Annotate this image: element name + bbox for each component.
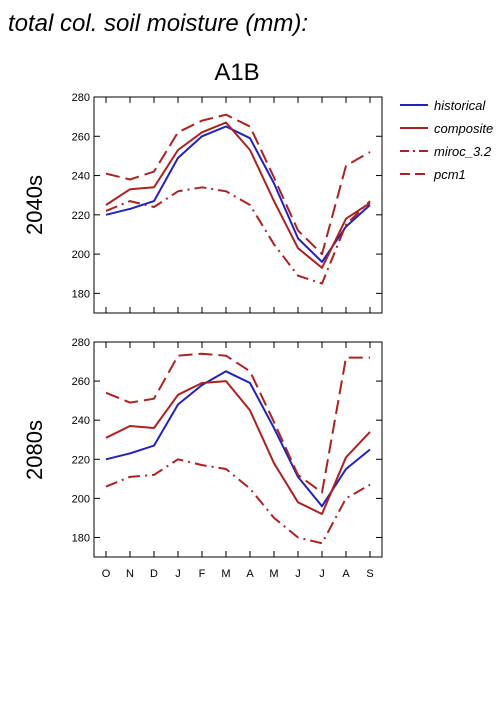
x-tick-label: J — [319, 568, 325, 580]
panel-2040s: 180 200 220 240 260 280 — [72, 92, 383, 314]
x-tick-label: D — [150, 568, 158, 580]
x-tick-label: S — [366, 568, 373, 580]
series-line-miroc-3-2 — [105, 186, 371, 285]
row-label-2080s: 2080s — [22, 420, 47, 480]
x-tick-label: A — [342, 568, 350, 580]
x-tick-label: M — [221, 568, 230, 580]
series-line-miroc-3-2 — [105, 458, 371, 545]
panel-2080s: 180 200 220 240 260 280 — [72, 337, 383, 558]
y-tick-label: 240 — [72, 415, 90, 427]
series-line-pcm1 — [105, 113, 371, 256]
y-tick-label: 200 — [72, 493, 90, 505]
series-line-historical — [105, 125, 371, 263]
plot-frame — [93, 341, 383, 558]
x-tick-label: J — [175, 568, 181, 580]
y-tick-label: 180 — [72, 288, 90, 300]
figure-title: total col. soil moisture (mm): — [8, 10, 308, 37]
x-tick-label: O — [102, 568, 111, 580]
y-tick-label: 200 — [72, 249, 90, 261]
x-tick-label: A — [246, 568, 254, 580]
y-tick-label: 220 — [72, 210, 90, 222]
legend: historical composite miroc_3.2 pcm1 — [400, 98, 493, 182]
y-tick-label: 260 — [72, 376, 90, 388]
legend-label-miroc: miroc_3.2 — [434, 144, 492, 159]
series-line-pcm1 — [105, 352, 370, 494]
y-tick-label: 280 — [72, 337, 90, 349]
series-line-historical — [105, 370, 371, 508]
legend-label-historical: historical — [434, 98, 486, 113]
series-line-composite — [105, 380, 371, 515]
y-tick-label: 220 — [72, 454, 90, 466]
y-tick-label: 180 — [72, 532, 90, 544]
row-label-2040s: 2040s — [22, 175, 47, 235]
legend-label-composite: composite — [434, 121, 493, 136]
x-tick-label: F — [199, 568, 206, 580]
x-tick-label: M — [269, 568, 278, 580]
plot-frame — [93, 96, 383, 314]
series-line-composite — [105, 121, 371, 269]
x-tick-label: N — [126, 568, 134, 580]
y-tick-label: 240 — [72, 171, 90, 183]
y-tick-label: 280 — [72, 92, 90, 104]
x-tick-label: J — [295, 568, 301, 580]
legend-label-pcm1: pcm1 — [433, 167, 466, 182]
y-tick-label: 260 — [72, 131, 90, 143]
scenario-title: A1B — [214, 59, 259, 86]
